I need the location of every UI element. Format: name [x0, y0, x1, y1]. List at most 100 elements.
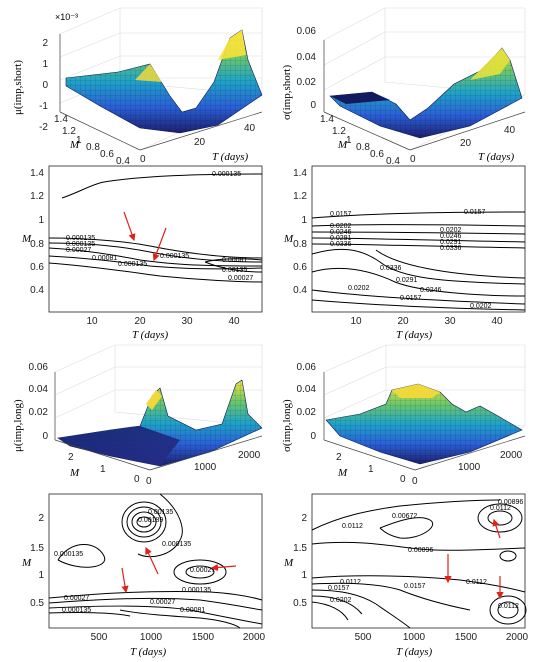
p6-T-ticks: 0 1000 2000	[412, 450, 523, 487]
p6-z-ticks: 0.06 0.04 0.02 0	[297, 362, 317, 442]
p4-y-tick: 0.8	[293, 239, 307, 250]
p4-y-tick: 0.6	[293, 262, 307, 273]
p8-contour-label: 0.0112	[498, 603, 519, 610]
p2-z-label: σ(imp,short)	[281, 65, 293, 120]
p1-z-tick: 0	[42, 80, 48, 91]
p8-contour-label: 0.0157	[404, 583, 426, 590]
p5-z-label: μ(imp,long)	[12, 399, 24, 452]
panel-sigma-long-surface: 0.06 0.04 0.02 0 2 1 0 M 0 1000 2000 σ(i…	[281, 344, 526, 487]
p7-contour-label: 0.000135	[162, 541, 191, 548]
p6-M-tick: 1	[368, 464, 374, 475]
p2-z-tick: 0.06	[297, 26, 317, 37]
p4-x-ticks: 10 20 30 40	[350, 316, 503, 327]
p6-z-tick: 0	[310, 431, 316, 442]
p3-contour-label: 0.00027	[66, 247, 91, 254]
p7-contour-label: 0.00027	[64, 595, 89, 602]
p1-z-ticks: 2 1 0 -1 -2	[39, 38, 48, 133]
p4-contour-label: 0.0291	[440, 239, 462, 246]
panel-mu-long-surface: 0.06 0.04 0.02 0 2 1 0 M 0 1000 2000 μ(i…	[12, 344, 263, 487]
p2-T-tick: 40	[504, 125, 516, 136]
p3-y-tick: 1	[38, 215, 44, 226]
p5-z-tick: 0.06	[29, 362, 49, 373]
p8-x-label: T (days)	[396, 646, 432, 658]
p7-arrow	[210, 563, 237, 572]
p5-T-tick: 1000	[194, 462, 217, 473]
p2-M-tick: 1.2	[332, 126, 346, 137]
p3-x-tick: 10	[86, 316, 98, 327]
p3-contour-label: 0.000135	[66, 235, 95, 242]
p8-x-tick: 1000	[403, 632, 426, 643]
p4-x-tick: 40	[491, 316, 503, 327]
p6-T-tick: 0	[412, 476, 418, 487]
p3-y-tick: 0.8	[30, 239, 44, 250]
p5-T-tick: 2000	[238, 450, 261, 461]
p8-arrow	[492, 518, 501, 539]
p6-M-ticks: 2 1 0	[336, 452, 406, 485]
p3-x-tick: 30	[181, 316, 193, 327]
p3-arrow	[152, 227, 167, 262]
p8-x-ticks: 500 1000 1500 2000	[355, 632, 529, 643]
panel-sigma-short-contour: 0.0157 0.0157 0.0202 0.0246 0.0291 0.033…	[283, 165, 526, 341]
p8-y-tick: 1	[301, 570, 307, 581]
p3-contour-label: 0.00135	[222, 267, 247, 274]
p8-contour-label: 0.00896	[408, 547, 433, 554]
p2-z-tick: 0.02	[297, 77, 317, 88]
p8-contour-label: 0.0112	[490, 505, 511, 512]
p1-M-tick: 1.2	[62, 126, 76, 137]
p4-contour-label: 0.0246	[440, 233, 462, 240]
p7-y-tick: 1	[38, 570, 44, 581]
p3-contour-label: 0.000135	[66, 241, 95, 248]
p2-M-tick: 0.4	[386, 156, 400, 167]
p1-T-tick: 20	[194, 137, 206, 148]
p7-contour-labels: 0.00189 0.00135 0.000135 0.00027 0.00013…	[54, 509, 215, 614]
p1-M-tick: 1.4	[54, 114, 68, 125]
p4-x-tick: 20	[397, 316, 409, 327]
p4-y-tick: 0.4	[293, 285, 307, 296]
p8-y-ticks: 2 1.5 1 0.5	[293, 513, 307, 609]
p1-T-tick: 40	[244, 123, 256, 134]
panel-mu-short-surface: ×10⁻³ 2 1 0 -1 -2 1.4 1.2 1 0.8 0.6 0.4 …	[12, 7, 263, 167]
p5-M-tick: 0	[134, 474, 140, 485]
p8-contour-label: 0.0112	[340, 579, 361, 586]
p8-y-tick: 1.5	[293, 543, 307, 554]
p4-y-ticks: 1.4 1.2 1 0.8 0.6 0.4	[293, 168, 307, 296]
p7-arrow	[121, 567, 129, 594]
p5-M-label: M	[69, 467, 80, 479]
p7-contour-label: 0.00189	[138, 517, 163, 524]
p4-x-tick: 10	[350, 316, 362, 327]
p4-contour-label: 0.0202	[470, 303, 492, 310]
p2-M-label: M	[337, 139, 348, 151]
p7-contour-label: 0.00027	[190, 567, 215, 574]
p1-z-tick: -2	[39, 122, 48, 133]
p3-x-ticks: 10 20 30 40	[86, 316, 240, 327]
p7-y-tick: 1.5	[30, 543, 44, 554]
p4-x-tick: 30	[444, 316, 456, 327]
p8-contour-labels: 0.00896 0.0112 0.0112 0.00672 0.00896 0.…	[328, 499, 523, 610]
p3-contour-label: 0.00027	[228, 275, 253, 282]
p1-T-tick: 0	[140, 154, 146, 165]
p4-contour-label: 0.0202	[330, 223, 352, 230]
p7-arrows	[121, 546, 237, 594]
p4-y-tick: 1.2	[293, 191, 307, 202]
p4-contour-label: 0.0246	[420, 287, 442, 294]
p7-arrow	[145, 546, 159, 575]
p7-x-tick: 1500	[192, 632, 215, 643]
p4-contour-label: 0.0202	[440, 227, 462, 234]
p4-contour-label: 0.0157	[330, 211, 352, 218]
p1-z-tick: -1	[39, 101, 48, 112]
p1-z-label: μ(imp,short)	[12, 60, 24, 115]
p6-T-tick: 1000	[458, 462, 481, 473]
p8-contour-label: 0.0112	[466, 579, 487, 586]
p5-M-tick: 1	[100, 464, 106, 475]
p1-M-tick: 0.8	[86, 142, 100, 153]
p5-M-ticks: 2 1 0	[68, 452, 140, 485]
p3-y-tick: 1.4	[30, 168, 44, 179]
p4-contour-label: 0.0246	[330, 229, 352, 236]
p8-y-label: M	[283, 557, 294, 569]
p6-M-label: M	[337, 467, 348, 479]
p4-y-label: M	[283, 233, 294, 245]
p2-z-tick: 0	[310, 100, 316, 111]
p2-T-tick: 0	[410, 154, 416, 165]
p7-x-tick: 500	[91, 632, 108, 643]
